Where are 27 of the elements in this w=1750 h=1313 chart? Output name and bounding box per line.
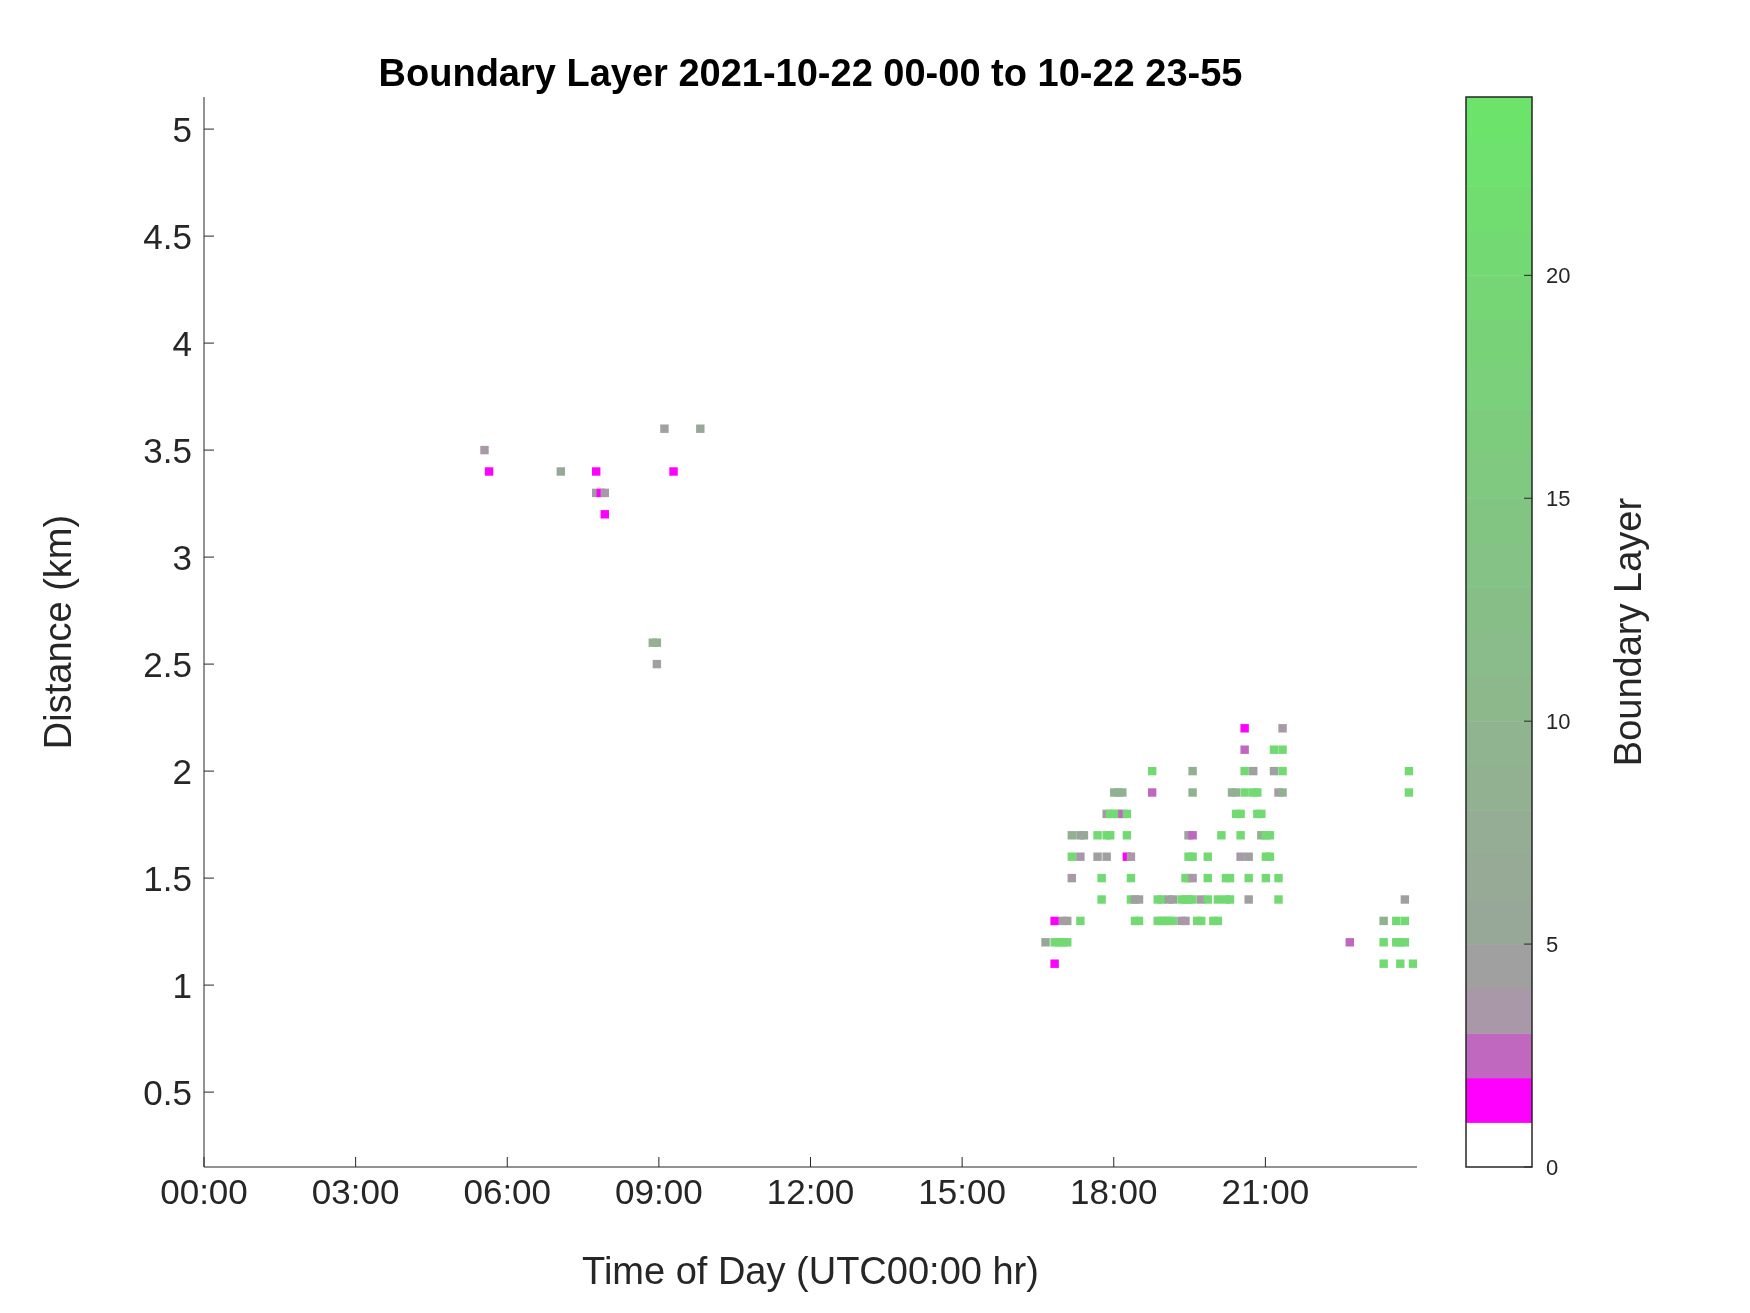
x-tick-label: 12:00 [766,1171,855,1211]
y-tick-label: 1.5 [143,858,192,898]
y-tick-label: 2 [172,751,192,791]
color-bar-label: 5 [1546,931,1559,957]
y-tick-label: 4.5 [143,216,192,256]
x-tick-label: 06:00 [463,1171,552,1211]
y-tick-label: 2.5 [143,644,192,684]
y-tick-label: 5 [172,109,192,149]
y-tick-label: 3 [172,537,192,577]
color-bar-label: 20 [1546,262,1571,288]
x-tick-label: 21:00 [1221,1171,1310,1211]
color-bar-label: 0 [1546,1154,1559,1180]
y-tick-label: 0.5 [143,1072,192,1112]
chart-title: Boundary Layer 2021-10-22 00-00 to 10-22 23-55 [377,52,1244,95]
y-axis-title: Distance (km) [37,514,80,750]
x-tick-label: 18:00 [1069,1171,1158,1211]
color-bar-label: 10 [1546,708,1571,734]
x-tick-label: 09:00 [615,1171,703,1211]
x-tick-label: 03:00 [311,1171,400,1211]
y-tick-label: 3.5 [143,430,192,470]
color-bar-label: 15 [1546,485,1571,511]
x-axis-title: Time of Day (UTC00:00 hr) [582,1250,1039,1292]
y-tick-label: 1 [172,965,192,1005]
x-tick-label: 00:00 [160,1171,248,1211]
color-bar-title: Boundary Layer [1607,497,1649,767]
x-tick-label: 15:00 [918,1171,1006,1211]
y-tick-label: 4 [172,323,192,363]
